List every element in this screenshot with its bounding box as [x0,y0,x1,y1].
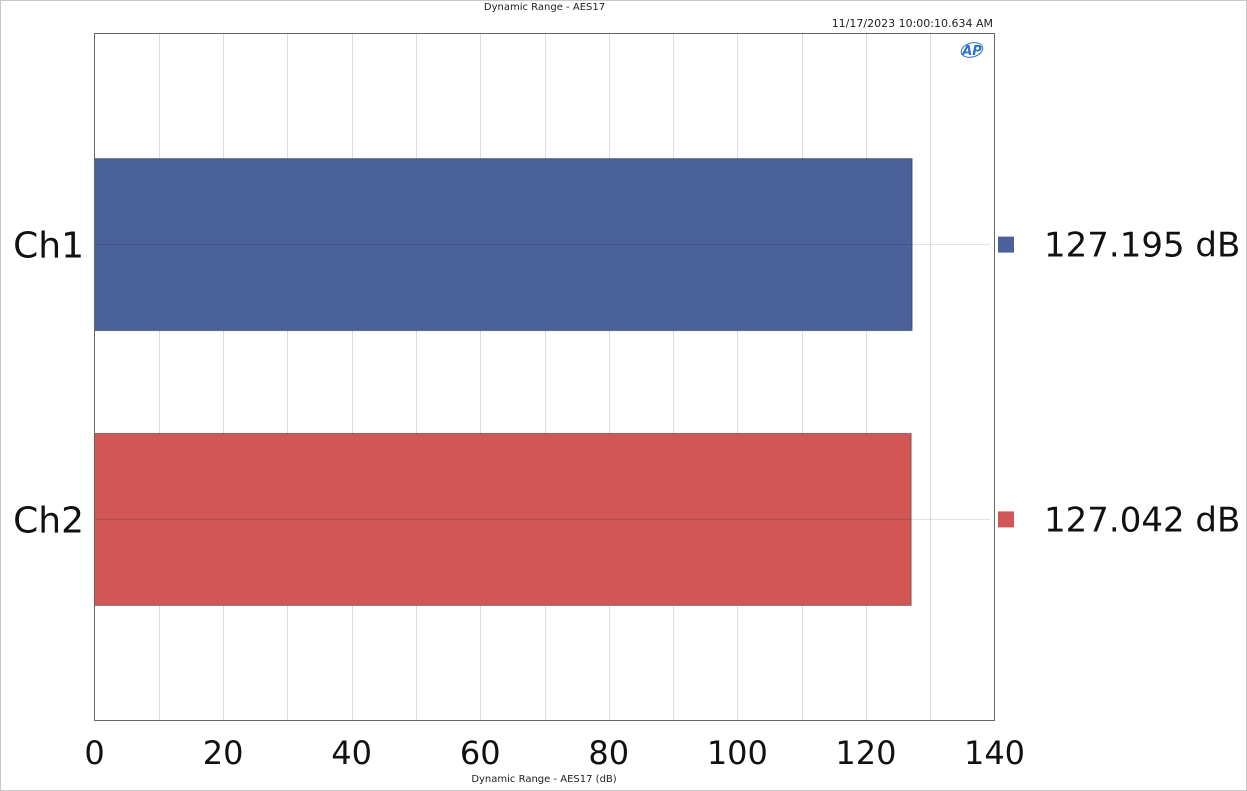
x-tick-label: 60 [460,734,501,772]
grid-lines [159,33,931,721]
x-tick-label: 80 [588,734,629,772]
bar-ch2 [94,432,912,606]
plot-area-border [94,33,995,721]
value-label-ch1: 127.195 dB [1044,226,1240,266]
chart-timestamp: 11/17/2023 10:00:10.634 AM [831,17,993,30]
ap-logo-icon: AP [960,42,984,59]
bars [94,158,990,606]
bar-ch1 [94,158,913,332]
chart-title: Dynamic Range - AES17 [483,2,606,13]
legend-swatch-ch1 [998,236,1014,253]
x-tick-label: 40 [331,734,372,772]
category-label-ch1: Ch1 [13,226,84,267]
value-label-ch2: 127.042 dB [1044,500,1240,540]
x-tick-label: 100 [707,734,768,772]
x-tick-label: 120 [835,734,896,772]
value-legend: 127.195 dB 127.042 dB [998,226,1240,540]
category-labels: Ch1 Ch2 [13,226,84,542]
x-tick-labels: 0 20 40 60 80 100 120 140 [84,734,1025,772]
category-label-ch2: Ch2 [13,500,84,541]
x-tick-label: 0 [84,734,104,772]
x-tick-label: 140 [964,734,1025,772]
x-axis-label: Dynamic Range - AES17 (dB) [471,774,617,785]
x-tick-label: 20 [203,734,244,772]
legend-swatch-ch2 [998,511,1014,528]
